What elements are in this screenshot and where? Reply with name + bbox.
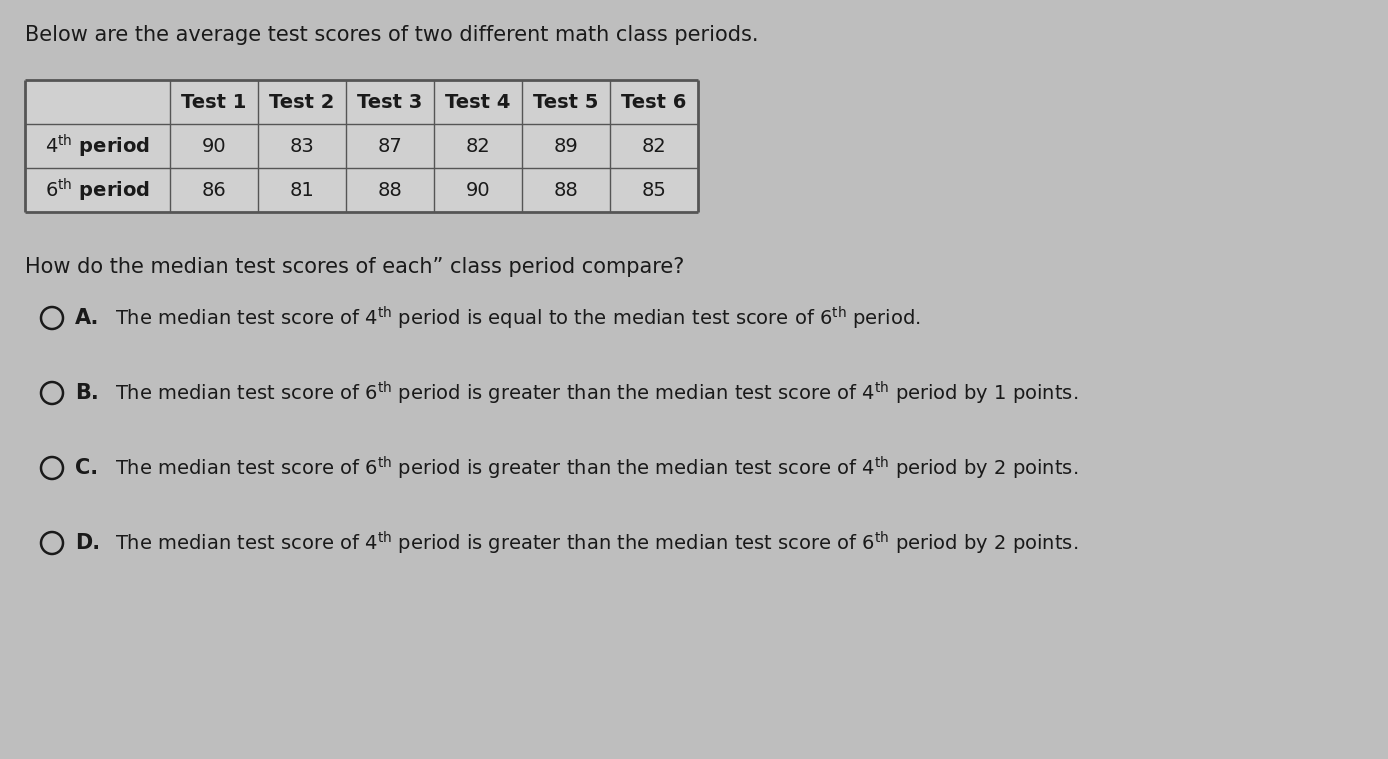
Text: 82: 82 — [641, 137, 666, 156]
Text: The median test score of $6^{\mathrm{th}}$ period is greater than the median tes: The median test score of $6^{\mathrm{th}… — [115, 380, 1078, 407]
Text: B.: B. — [75, 383, 99, 403]
Text: Below are the average test scores of two different math class periods.: Below are the average test scores of two… — [25, 25, 758, 45]
Text: 81: 81 — [290, 181, 314, 200]
Text: 88: 88 — [378, 181, 403, 200]
Bar — [25, 80, 698, 212]
Text: 87: 87 — [378, 137, 403, 156]
Text: Test 2: Test 2 — [269, 93, 335, 112]
Text: 90: 90 — [201, 137, 226, 156]
Text: 83: 83 — [290, 137, 314, 156]
Text: 89: 89 — [554, 137, 579, 156]
Text: Test 6: Test 6 — [622, 93, 687, 112]
Text: 88: 88 — [554, 181, 579, 200]
Text: The median test score of $4^{\mathrm{th}}$ period is equal to the median test sc: The median test score of $4^{\mathrm{th}… — [115, 304, 920, 332]
Text: C.: C. — [75, 458, 99, 478]
Text: 82: 82 — [465, 137, 490, 156]
Text: Test 5: Test 5 — [533, 93, 598, 112]
Text: $6^{\mathrm{th}}$ period: $6^{\mathrm{th}}$ period — [44, 176, 150, 203]
Text: $4^{\mathrm{th}}$ period: $4^{\mathrm{th}}$ period — [44, 132, 150, 159]
Text: 86: 86 — [201, 181, 226, 200]
Text: How do the median test scores of each” class period compare?: How do the median test scores of each” c… — [25, 257, 684, 277]
Text: 90: 90 — [466, 181, 490, 200]
Text: Test 1: Test 1 — [182, 93, 247, 112]
Text: A.: A. — [75, 308, 100, 328]
Text: The median test score of $6^{\mathrm{th}}$ period is greater than the median tes: The median test score of $6^{\mathrm{th}… — [115, 455, 1078, 482]
Text: 85: 85 — [641, 181, 666, 200]
Text: Test 4: Test 4 — [446, 93, 511, 112]
Text: D.: D. — [75, 533, 100, 553]
Text: Test 3: Test 3 — [357, 93, 422, 112]
Text: The median test score of $4^{\mathrm{th}}$ period is greater than the median tes: The median test score of $4^{\mathrm{th}… — [115, 529, 1078, 556]
